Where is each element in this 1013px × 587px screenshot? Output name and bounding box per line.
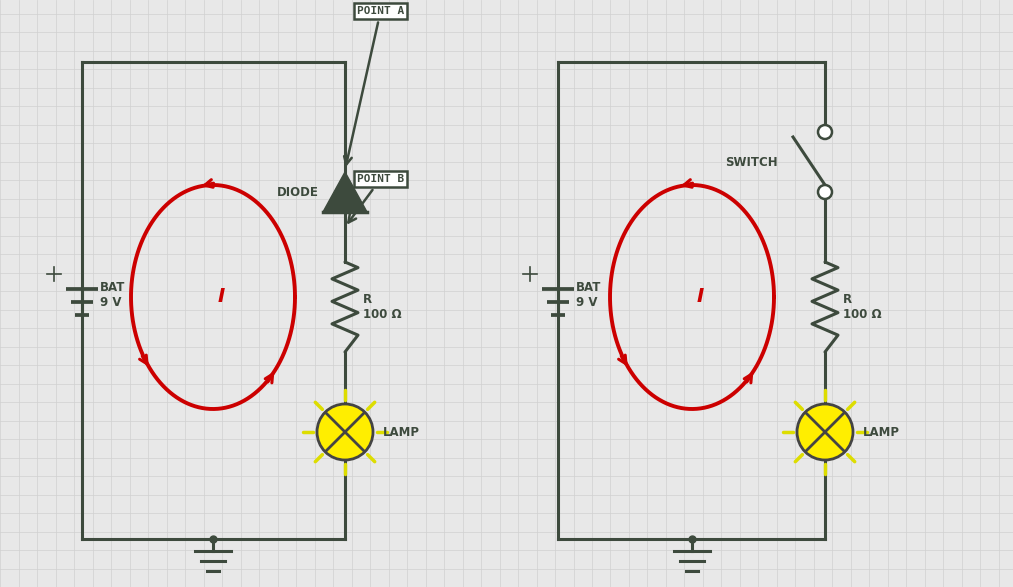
Text: R
100 Ω: R 100 Ω	[843, 293, 881, 321]
Text: I: I	[218, 288, 225, 306]
Circle shape	[797, 404, 853, 460]
Text: DIODE: DIODE	[277, 185, 319, 198]
Circle shape	[819, 185, 832, 199]
Text: POINT B: POINT B	[348, 174, 404, 222]
Circle shape	[317, 404, 373, 460]
Text: LAMP: LAMP	[383, 426, 420, 438]
Text: BAT
9 V: BAT 9 V	[100, 281, 126, 309]
Text: R
100 Ω: R 100 Ω	[363, 293, 401, 321]
Text: LAMP: LAMP	[863, 426, 900, 438]
Text: POINT A: POINT A	[344, 6, 404, 164]
Text: I: I	[696, 288, 704, 306]
Text: SWITCH: SWITCH	[725, 156, 778, 168]
Polygon shape	[323, 172, 367, 212]
Circle shape	[819, 125, 832, 139]
Text: BAT
9 V: BAT 9 V	[576, 281, 602, 309]
